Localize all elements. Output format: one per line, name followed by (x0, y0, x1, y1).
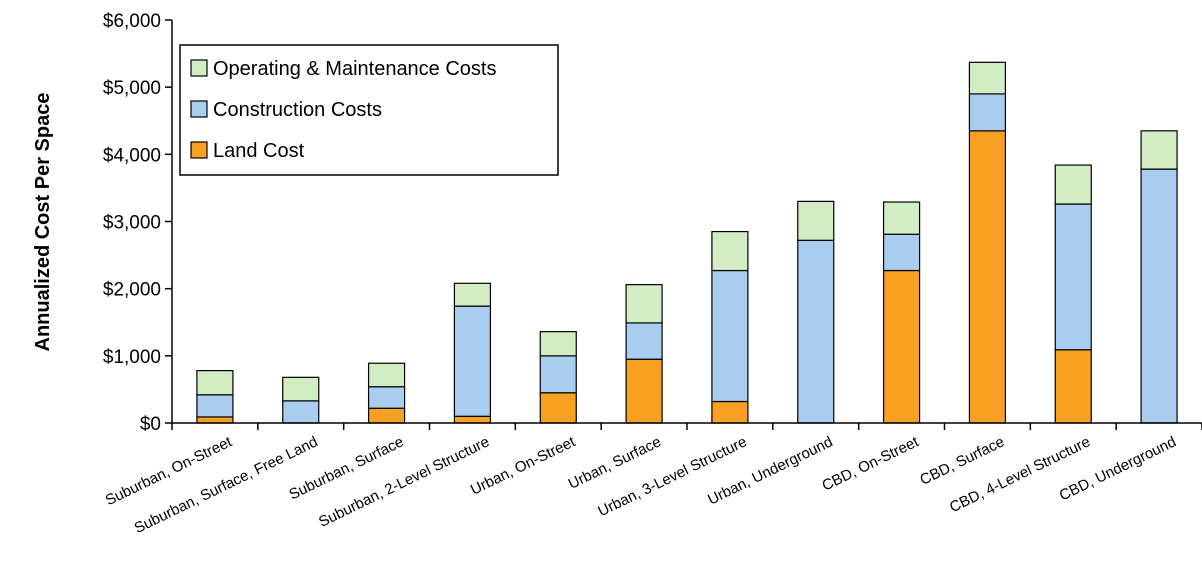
legend-swatch (190, 100, 208, 118)
bar-segment-land-cost (968, 130, 1007, 424)
y-tick-label: $3,000 (103, 213, 161, 234)
legend: Operating & Maintenance Costs Constructio… (179, 44, 559, 176)
bar-segment-operating-maintenance-costs (882, 201, 921, 235)
legend-swatch (190, 141, 208, 159)
bar-segment-operating-maintenance-costs (1054, 164, 1092, 205)
legend-label: Construction Costs (213, 99, 382, 121)
y-tick-label: $6,000 (103, 11, 161, 32)
bar-segment-land-cost (196, 416, 234, 424)
y-tick-label: $0 (140, 414, 161, 435)
y-tick-label: $4,000 (103, 145, 161, 166)
bar-segment-operating-maintenance-costs (625, 284, 663, 324)
bar-segment-construction-costs (453, 305, 492, 417)
bar-segment-construction-costs (282, 400, 320, 424)
legend-label: Land Cost (213, 140, 305, 162)
bar-segment-operating-maintenance-costs (282, 376, 320, 402)
bar-segment-construction-costs (882, 233, 921, 272)
bar-segment-construction-costs (1140, 168, 1178, 424)
bar-segment-operating-maintenance-costs (797, 200, 835, 241)
bar-segment-land-cost (367, 407, 406, 424)
bar-segment-land-cost (453, 415, 492, 424)
bar-segment-construction-costs (1054, 203, 1092, 351)
bar-segment-construction-costs (625, 322, 663, 360)
y-tick-label: $2,000 (103, 280, 161, 301)
bar-segment-operating-maintenance-costs (968, 61, 1007, 95)
legend-swatch (190, 59, 208, 77)
bar-segment-operating-maintenance-costs (1140, 130, 1178, 170)
bar-segment-land-cost (625, 358, 663, 424)
bar-segment-construction-costs (711, 269, 749, 403)
x-category-label: Urban, 3-Level Structure (595, 433, 749, 520)
bar-segment-land-cost (711, 400, 749, 424)
bar-segment-land-cost (539, 392, 577, 424)
bar-segment-construction-costs (196, 394, 234, 418)
bar-segment-construction-costs (968, 93, 1007, 132)
bar-segment-operating-maintenance-costs (711, 230, 749, 272)
bar-segment-land-cost (882, 269, 921, 424)
y-axis-ticks: $0 $1,000 $2,000 $3,000 $4,000 $5,000 $6,000 (103, 11, 172, 435)
x-category-label: CBD, 4-Level Structure (947, 433, 1093, 516)
y-tick-label: $5,000 (103, 78, 161, 99)
bar-segment-operating-maintenance-costs (367, 362, 406, 388)
y-tick-label: $1,000 (103, 347, 161, 368)
legend-box (179, 44, 559, 176)
legend-label: Operating & Maintenance Costs (213, 58, 497, 80)
bar-segment-operating-maintenance-costs (453, 282, 492, 307)
bars (196, 61, 1178, 424)
bar-segment-land-cost (1054, 349, 1092, 424)
bar-segment-construction-costs (797, 239, 835, 424)
bar-segment-operating-maintenance-costs (539, 331, 577, 357)
x-category-label: CBD, On-Street (819, 433, 922, 495)
bar-segment-construction-costs (539, 355, 577, 394)
bar-segment-construction-costs (367, 386, 406, 409)
bar-segment-operating-maintenance-costs (196, 370, 234, 396)
y-axis-title: Annualized Cost Per Space (32, 93, 54, 352)
